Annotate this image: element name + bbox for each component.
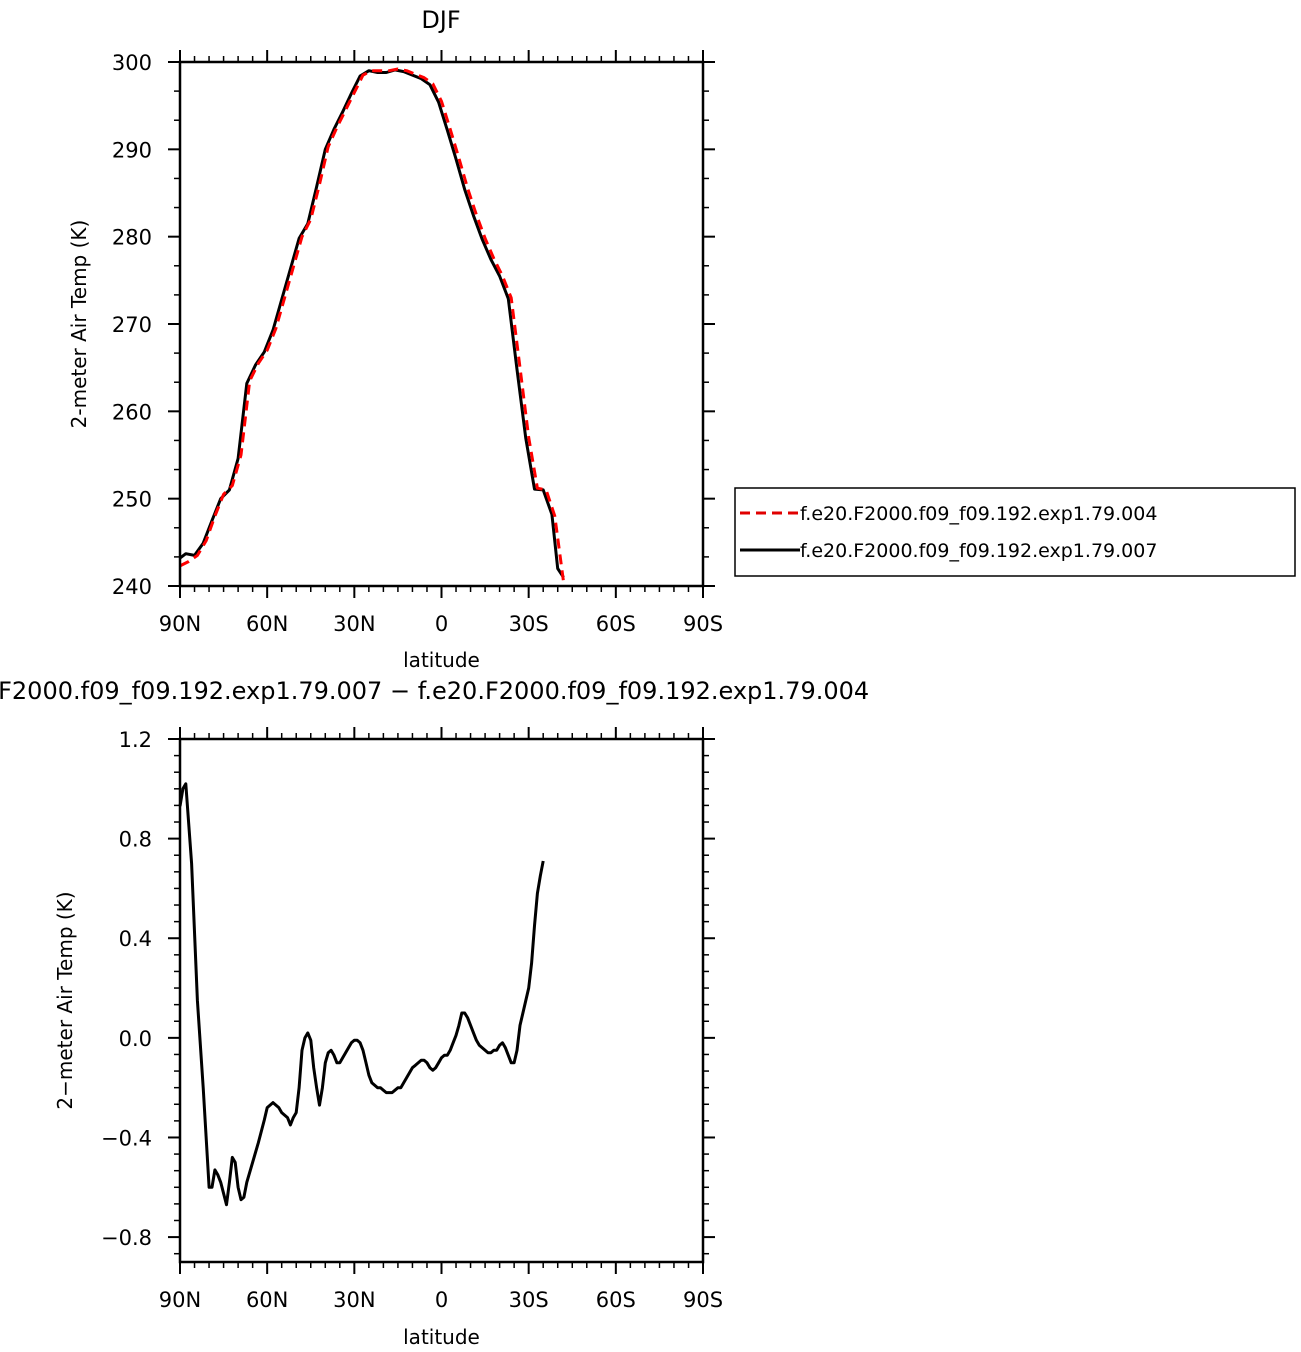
temperature-x-axis-label: latitude	[403, 648, 480, 672]
temperature-plot-frame	[178, 60, 705, 588]
x-tick-label: 30N	[333, 612, 375, 636]
y-tick-label: 270	[112, 313, 152, 337]
difference-plot-frame	[178, 737, 705, 1264]
y-tick-label: 0.4	[119, 927, 152, 951]
series-line-007	[179, 68, 565, 579]
y-tick-label: −0.8	[101, 1226, 152, 1250]
temperature-panel: DJF 2-meter Air Temp (K) latitude 90N 60N…	[67, 6, 723, 672]
x-tick-label: 30N	[333, 1288, 375, 1312]
x-tick-label: 30S	[509, 612, 549, 636]
legend: f.e20.F2000.f09_f09.192.exp1.79.004 f.e2…	[734, 487, 1296, 577]
difference-axis-ticks: 90N 60N 30N 0 30S 60S 90S −0.8 −0.4 0.0 0.4 0.8 1.2	[101, 727, 723, 1312]
y-tick-label: 240	[112, 575, 152, 599]
y-tick-label: 0.8	[119, 828, 152, 852]
difference-line	[178, 782, 545, 1207]
y-tick-label: 0.0	[119, 1027, 152, 1051]
x-tick-label: 60N	[246, 1288, 288, 1312]
temperature-series-group	[179, 67, 565, 582]
difference-y-axis-label: 2−meter Air Temp (K)	[53, 891, 77, 1109]
y-tick-label: 250	[112, 488, 152, 512]
x-tick-label: 0	[435, 1288, 448, 1312]
x-tick-label: 60S	[596, 1288, 636, 1312]
legend-label-007: f.e20.F2000.f09_f09.192.exp1.79.007	[800, 540, 1157, 562]
x-tick-label: 60N	[246, 612, 288, 636]
x-tick-label: 90N	[159, 612, 201, 636]
temperature-axis-ticks: 90N 60N 30N 0 30S 60S 90S 240 250 260 270 280 290 300	[112, 50, 723, 636]
legend-label-004: f.e20.F2000.f09_f09.192.exp1.79.004	[800, 503, 1157, 525]
y-tick-label: 300	[112, 51, 152, 75]
y-tick-label: 290	[112, 138, 152, 162]
x-tick-label: 0	[435, 612, 448, 636]
y-tick-label: 260	[112, 400, 152, 424]
x-tick-label: 90S	[683, 612, 723, 636]
y-tick-label: 280	[112, 226, 152, 250]
temperature-y-axis-label: 2-meter Air Temp (K)	[67, 220, 91, 429]
series-line-004	[179, 67, 565, 582]
y-tick-label: −0.4	[101, 1126, 152, 1150]
temperature-chart-title: DJF	[421, 6, 460, 34]
difference-panel: f.e20.F2000.f09_f09.192.exp1.79.007 − f.…	[0, 677, 869, 1349]
legend-box	[734, 487, 1296, 577]
y-tick-label: 1.2	[119, 728, 152, 752]
difference-series-group	[178, 782, 545, 1207]
x-tick-label: 30S	[509, 1288, 549, 1312]
difference-x-axis-label: latitude	[403, 1325, 480, 1349]
x-tick-label: 90S	[683, 1288, 723, 1312]
x-tick-label: 60S	[596, 612, 636, 636]
x-tick-label: 90N	[159, 1288, 201, 1312]
difference-chart-title: f.e20.F2000.f09_f09.192.exp1.79.007 − f.…	[0, 677, 869, 705]
